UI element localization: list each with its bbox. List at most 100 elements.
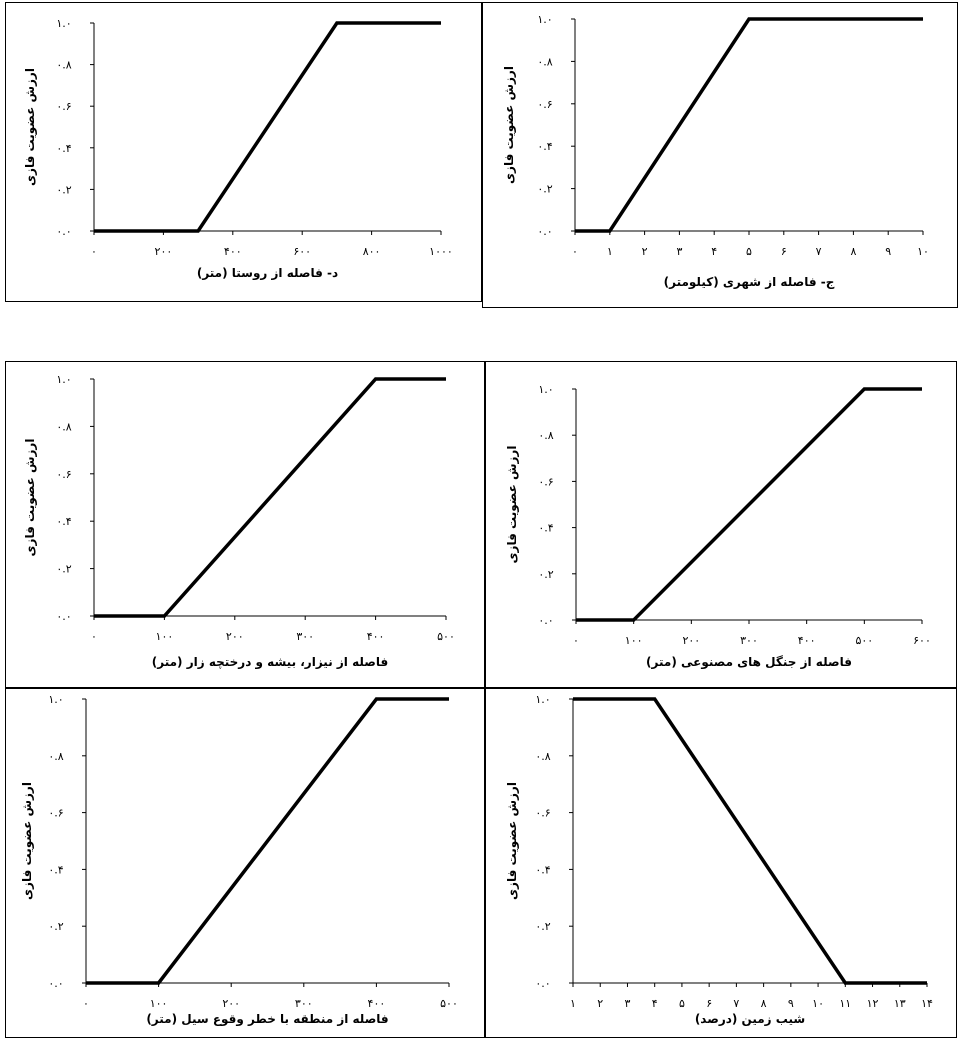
membership-line	[94, 377, 446, 618]
y-tick-label: ۰.۶	[56, 100, 71, 113]
x-tick-label: ۲۰۰	[222, 997, 240, 1010]
y-tick-label: ۰.۶	[535, 807, 550, 820]
x-tick-label: ۹	[788, 997, 794, 1010]
chart-panel-city-distance: ۰.۰ ۰.۲ ۰.۴ ۰.۶ ۰.۸ ۱.۰ ۰ ۱ ۲ ۳ ۴ ۵ ۶ ۷ ۸ ۹ ۱۰ ارزش عضویت…	[482, 2, 958, 308]
x-tick-label: ۴۰۰	[367, 630, 385, 643]
y-tick-label: ۱.۰	[538, 383, 553, 396]
chart-svg: ۰.۰۰.۲۰.۴۰.۶۰.۸۱.۰۱ ۲ ۳ ۴ ۵ ۶ ۷ ۸ ۹ ۱۰ ۱۱ ۱۲ ۱۳ ۱۴ارز…	[505, 693, 933, 1026]
x-tick-label: ۴	[652, 997, 658, 1010]
x-tick-label: ۰	[83, 997, 89, 1010]
y-tick-label: ۱.۰	[56, 17, 71, 30]
y-tick-label: ۰.۴	[48, 863, 63, 876]
y-axis-title: ارزش عضویت فازی	[23, 439, 38, 557]
x-tick-label: ۲	[597, 997, 603, 1010]
x-tick-label: ۱۰۰۰	[429, 245, 453, 258]
x-tick-label: ۰	[572, 245, 578, 258]
chart-panel-forest-distance: ۰.۰ ۰.۲ ۰.۴ ۰.۶ ۰.۸ ۱.۰ ۰ ۱۰۰ ۲۰۰ ۳۰۰ ۴۰۰ ۵۰۰ ۶۰۰ ارز…	[485, 361, 957, 688]
y-tick-label: ۰.۶	[538, 475, 553, 488]
y-tick-label: ۰.۸	[538, 429, 553, 442]
y-tick-label: ۱.۰	[56, 373, 71, 386]
y-tick-label: ۰.۰	[537, 225, 552, 238]
x-tick-label: ۱۰۰	[156, 630, 174, 643]
x-tick-label: ۸۰۰	[363, 245, 381, 258]
y-tick-label: ۱.۰	[48, 693, 63, 706]
x-tick-label: ۱	[607, 245, 613, 258]
y-tick-label: ۰.۴	[535, 863, 550, 876]
y-tick-label: ۰.۴	[56, 142, 71, 155]
x-axis-title: شیب زمین (درصد)	[695, 1012, 805, 1026]
chart-svg: ۰.۰ ۰.۲ ۰.۴ ۰.۶ ۰.۸ ۱.۰ ۰ ۲۰۰ ۴۰۰ ۶۰۰ ۸۰۰ ۱۰۰۰ ارزش …	[23, 17, 453, 281]
y-tick-label: ۰.۸	[56, 420, 71, 433]
x-tick-label: ۱۴	[921, 997, 933, 1010]
x-tick-label: ۰	[91, 630, 97, 643]
x-tick-label: ۵	[679, 997, 685, 1010]
y-tick-label: ۰.۲	[56, 183, 71, 196]
x-tick-label: ۵۰۰	[855, 634, 873, 647]
x-tick-label: ۰	[91, 245, 97, 258]
x-tick-label: ۱	[570, 997, 576, 1010]
x-tick-label: ۱۳	[894, 997, 906, 1010]
x-tick-label: ۹	[885, 245, 891, 258]
x-tick-label: ۳۰۰	[295, 997, 313, 1010]
x-tick-label: ۱۲	[867, 997, 879, 1010]
x-tick-label: ۸	[850, 245, 856, 258]
x-tick-label: ۵۰۰	[440, 997, 458, 1010]
y-tick-label: ۰.۰	[538, 614, 553, 627]
y-axis-title: ارزش عضویت فازی	[20, 782, 35, 900]
membership-line	[575, 17, 923, 233]
x-tick-label: ۲۰۰	[155, 245, 173, 258]
x-tick-label: ۳۰۰	[740, 634, 758, 647]
x-tick-label: ۳۰۰	[296, 630, 314, 643]
x-tick-label: ۴	[711, 245, 717, 258]
y-axis-title: ارزش عضویت فازی	[502, 66, 517, 184]
y-tick-label: ۰.۶	[48, 807, 63, 820]
y-tick-label: ۰.۸	[56, 59, 71, 72]
x-tick-label: ۴۰۰	[798, 634, 816, 647]
x-tick-label: ۱۱	[839, 997, 851, 1010]
y-tick-label: ۰.۲	[56, 563, 71, 576]
y-tick-label: ۰.۴	[538, 522, 553, 535]
x-tick-label: ۵	[746, 245, 752, 258]
y-axis-title: ارزش عضویت فازی	[505, 782, 520, 900]
y-tick-label: ۰.۰	[48, 977, 63, 990]
chart-svg: ۰.۰ ۰.۲ ۰.۴ ۰.۶ ۰.۸ ۱.۰ ۰ ۱۰۰ ۲۰۰ ۳۰۰ ۴۰۰ ۵۰۰ ارزش ع…	[23, 373, 455, 670]
x-tick-label: ۷	[816, 245, 822, 258]
chart-svg: ۰.۰ ۰.۲ ۰.۴ ۰.۶ ۰.۸ ۱.۰ ۰ ۱ ۲ ۳ ۴ ۵ ۶ ۷ ۸ ۹ ۱۰ ارزش عضویت…	[502, 13, 929, 290]
y-axis-title: ارزش عضویت فازی	[23, 68, 38, 186]
y-tick-label: ۰.۲	[48, 920, 63, 933]
x-tick-label: ۲۰۰	[226, 630, 244, 643]
x-tick-label: ۱۰	[812, 997, 824, 1010]
y-tick-label: ۰.۲	[537, 183, 552, 196]
y-tick-label: ۰.۲	[535, 920, 550, 933]
x-tick-label: ۶	[781, 245, 787, 258]
y-tick-label: ۰.۸	[535, 750, 550, 763]
chart-panel-slope: ۰.۰ ۰.۲ ۰.۴ ۰.۶ ۰.۸ ۱.۰ ۱ ۲ ۳ ۴ ۵ ۶ ۷ ۸ ۹ ۱۰ ۱۱ ۱۲ ۱۳ ۱۴ ارز…	[485, 688, 957, 1038]
x-tick-label: ۲۰۰	[682, 634, 700, 647]
y-tick-label: ۰.۶	[56, 468, 71, 481]
x-tick-label: ۳	[676, 245, 682, 258]
y-tick-label: ۰.۲	[538, 568, 553, 581]
chart-svg: ۰.۰ ۰.۲ ۰.۴ ۰.۶ ۰.۸ ۱.۰ ۰ ۱۰۰ ۲۰۰ ۳۰۰ ۴۰۰ ۵۰۰ ۶۰۰ ارز…	[505, 383, 931, 670]
x-tick-label: ۰	[573, 634, 579, 647]
y-axis-title: ارزش عضویت فازی	[505, 446, 520, 564]
y-tick-label: ۰.۴	[56, 515, 71, 528]
membership-line	[86, 697, 449, 985]
x-axis-title: فاصله از منطقه با خطر وقوع سیل (متر)	[146, 1012, 388, 1027]
x-tick-label: ۱۰	[917, 245, 929, 258]
x-tick-label: ۲	[642, 245, 648, 258]
y-tick-label: ۰.۸	[537, 55, 552, 68]
y-tick-label: ۰.۴	[537, 140, 552, 153]
y-tick-label: ۰.۰	[56, 225, 71, 238]
y-tick-label: ۰.۸	[48, 750, 63, 763]
y-tick-label: ۱.۰	[537, 13, 552, 26]
x-tick-label: ۶۰۰	[913, 634, 931, 647]
x-tick-label: ۳	[625, 997, 631, 1010]
membership-line	[573, 697, 927, 985]
chart-svg: ۰.۰ ۰.۲ ۰.۴ ۰.۶ ۰.۸ ۱.۰ ۰ ۱۰۰ ۲۰۰ ۳۰۰ ۴۰۰ ۵۰۰ ارزش ع…	[20, 693, 458, 1027]
x-tick-label: ۴۰۰	[368, 997, 386, 1010]
x-tick-label: ۷	[733, 997, 739, 1010]
x-axis-title: فاصله از جنگل های مصنوعی (متر)	[646, 655, 852, 670]
x-tick-label: ۱۰۰	[150, 997, 168, 1010]
membership-line	[94, 21, 441, 233]
chart-panel-village-distance: ۰.۰ ۰.۲ ۰.۴ ۰.۶ ۰.۸ ۱.۰ ۰ ۲۰۰ ۴۰۰ ۶۰۰ ۸۰۰ ۱۰۰۰ ارزش …	[5, 2, 482, 302]
